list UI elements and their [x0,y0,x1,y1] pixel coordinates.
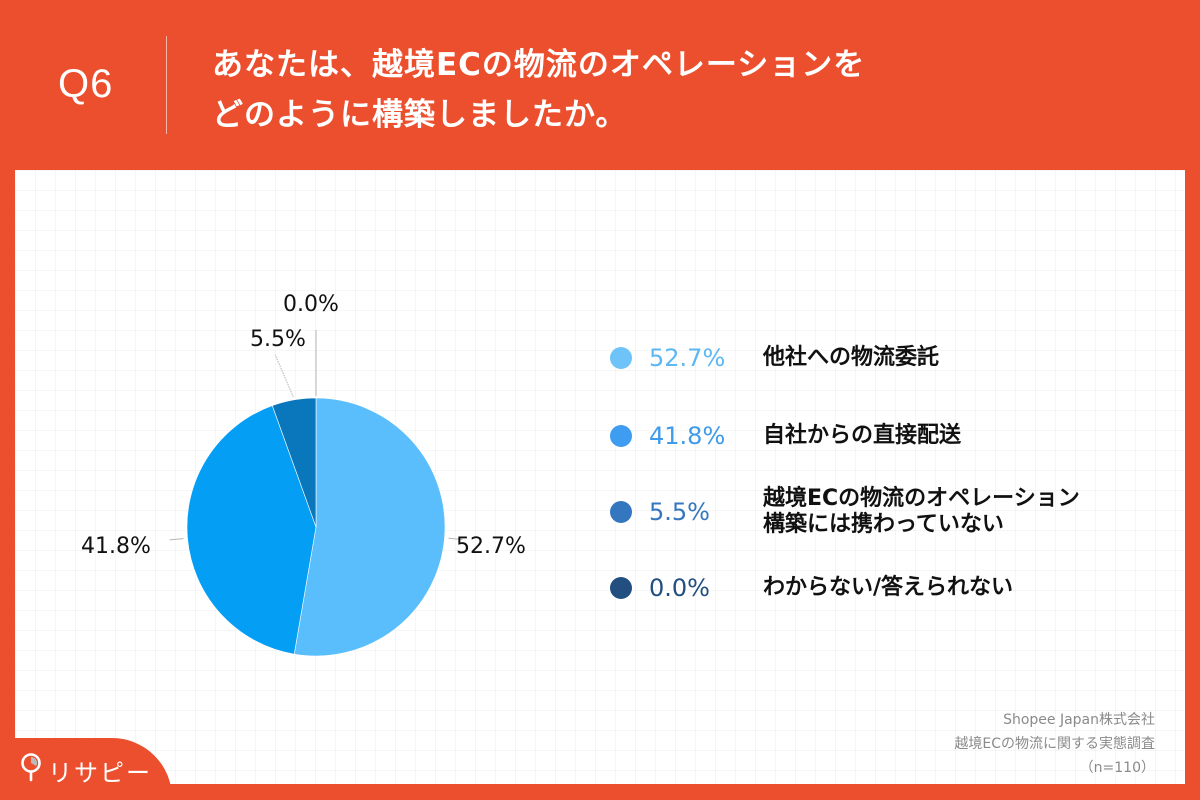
legend-item-not-involved: 5.5% 越境ECの物流のオペレーション 構築には携わっていない [610,486,1080,538]
logo-text: リサピー [48,758,152,787]
pie-slice [271,397,317,528]
legend-label-line: 他社への物流委託 [763,345,940,370]
legend-percentage: 41.8% [649,422,726,450]
header: Q6 あなたは、越境ECの物流のオペレーションを どのように構築しましたか。 [0,0,1200,170]
legend-item-direct-shipping: 41.8% 自社からの直接配送 [610,422,961,450]
legend-label-line: 自社からの直接配送 [763,423,962,448]
legend-percentage: 52.7% [649,344,726,372]
leader-line [274,354,294,398]
legend-dot-icon [610,577,632,599]
pie-label-0-0: 0.0% [283,292,339,317]
legend-label: わからない/答えられない [763,575,1013,601]
legend-label: 越境ECの物流のオペレーション 構築には携わっていない [763,486,1080,538]
legend-dot-icon [610,425,632,447]
pie-label-52-7: 52.7% [456,534,526,559]
pie-label-5-5: 5.5% [250,327,306,352]
pie-chart [169,330,463,657]
source-sample-size: （n=110） [1079,760,1155,776]
legend-label: 自社からの直接配送 [763,423,961,449]
legend-dot-icon [610,501,632,523]
question-title-line-1: あなたは、越境ECの物流のオペレーションを [212,47,866,83]
question-number: Q6 [58,62,114,106]
legend-label-line: 構築には携わっていない [763,512,1004,537]
pie-slice [293,397,446,657]
legend-item-outsourced-logistics: 52.7% 他社への物流委託 [610,344,939,372]
question-title: あなたは、越境ECの物流のオペレーションを どのように構築しましたか。 [212,40,865,140]
pin-chart-icon [20,752,42,788]
source-company: Shopee Japan株式会社 [1003,712,1155,728]
chart-card: 52.7% 41.8% 5.5% 0.0% 52.7% 他社への物流委託 41.… [15,170,1185,784]
question-title-line-2: どのように構築しましたか。 [212,97,628,133]
legend-label-line: わからない/答えられない [763,575,1014,600]
legend-percentage: 5.5% [649,498,710,526]
header-divider [166,36,167,134]
legend-item-dont-know: 0.0% わからない/答えられない [610,574,1013,602]
legend-label: 他社への物流委託 [763,345,939,371]
risapi-logo: リサピー [20,752,152,788]
pie-label-41-8: 41.8% [81,534,151,559]
legend-label-line: 越境ECの物流のオペレーション [763,486,1080,511]
legend-dot-icon [610,347,632,369]
logo-tab [0,738,172,800]
legend-percentage: 0.0% [649,574,710,602]
source-survey: 越境ECの物流に関する実態調査 [954,736,1155,752]
pie-slice [186,405,317,655]
leader-line [169,538,184,541]
leader-line [448,537,463,540]
source-note: Shopee Japan株式会社 越境ECの物流に関する実態調査 （n=110） [954,708,1155,780]
